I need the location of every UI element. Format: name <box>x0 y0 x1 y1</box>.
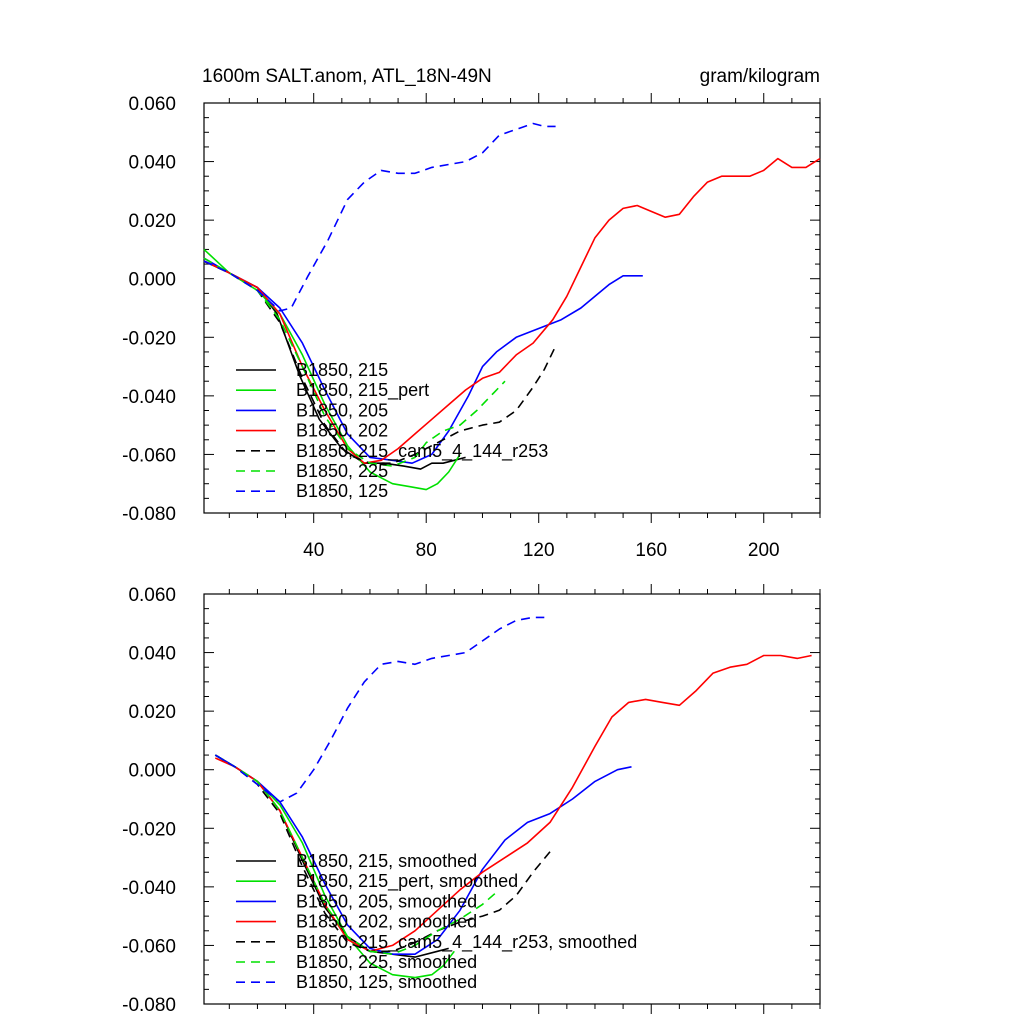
y-tick-label: 0.040 <box>128 644 176 665</box>
y-tick-label: 0.040 <box>128 153 176 174</box>
legend-label: B1850, 225, smoothed <box>296 952 477 972</box>
y-tick-label: 0.000 <box>128 761 176 782</box>
legend-label: B1850, 215_pert, smoothed <box>296 871 518 892</box>
series-line-6 <box>214 616 545 803</box>
legend-label: B1850, 202, smoothed <box>296 912 477 932</box>
y-tick-label: 0.000 <box>128 270 176 291</box>
legend-label: B1850, 125 <box>296 481 388 501</box>
y-tick-label: 0.020 <box>128 702 176 723</box>
series-line-2 <box>214 754 632 955</box>
legend-label: B1850, 125, smoothed <box>296 972 477 992</box>
legend-label: B1850, 215, smoothed <box>296 851 477 871</box>
chart-title: 1600m SALT.anom, ATL_18N-49N <box>202 66 492 87</box>
series-line-2 <box>203 257 643 464</box>
series-line-5 <box>214 754 500 955</box>
x-tick-label: 200 <box>748 540 780 561</box>
legend-label: B1850, 215_cam5_4_144_r253, smoothed <box>296 932 637 953</box>
series-line-4 <box>214 754 551 953</box>
y-tick-label: -0.040 <box>122 878 176 899</box>
y-tick-label: -0.020 <box>122 328 176 349</box>
legend-label: B1850, 215 <box>296 360 388 380</box>
y-tick-label: -0.040 <box>122 387 176 408</box>
x-tick-label: 40 <box>303 540 324 561</box>
series-line-5 <box>203 257 506 467</box>
legend-label: B1850, 215_cam5_4_144_r253 <box>296 441 548 462</box>
y-tick-label: 0.060 <box>128 585 176 606</box>
series-line-6 <box>203 122 556 312</box>
x-tick-label: 80 <box>416 540 437 561</box>
bottom-panel: 0.060 0.040 0.020 0.000 -0.020 -0.040 -0.060 -0… <box>122 584 821 1016</box>
legend-label: B1850, 215_pert <box>296 380 429 401</box>
y-tick-label: -0.080 <box>122 995 176 1016</box>
legend-label: B1850, 205 <box>296 400 388 420</box>
legend-label: B1850, 202 <box>296 421 388 441</box>
x-tick-label: 160 <box>635 540 667 561</box>
y-tick-label: -0.060 <box>122 936 176 957</box>
legend-label: B1850, 225 <box>296 461 388 481</box>
y-tick-label: -0.080 <box>122 504 176 525</box>
units-label: gram/kilogram <box>700 66 820 87</box>
top-panel: 0.060 0.040 0.020 0.000 -0.020 -0.040 -0.060 -0… <box>122 93 821 561</box>
series-line-3 <box>214 654 812 953</box>
y-tick-label: -0.020 <box>122 819 176 840</box>
legend-label: B1850, 205, smoothed <box>296 891 477 911</box>
series-line-4 <box>203 260 557 464</box>
y-tick-label: -0.060 <box>122 445 176 466</box>
y-tick-label: 0.060 <box>128 94 176 115</box>
x-tick-label: 120 <box>523 540 555 561</box>
y-tick-label: 0.020 <box>128 211 176 232</box>
